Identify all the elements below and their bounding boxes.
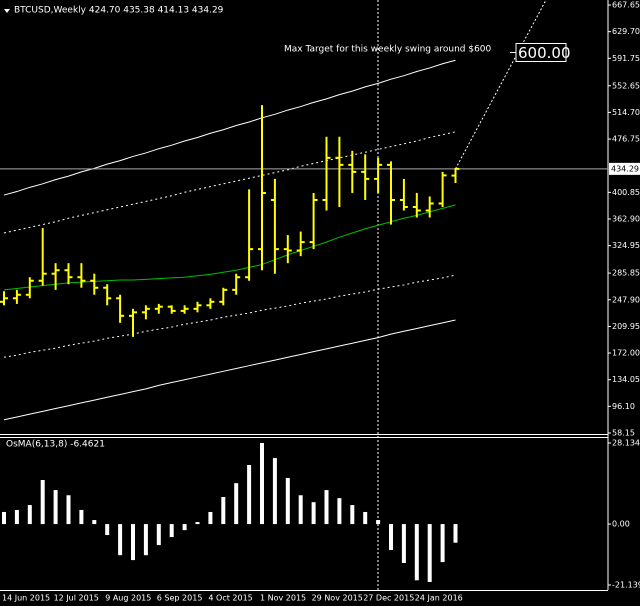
x-tick-label: 4 Oct 2015 — [208, 594, 252, 603]
histogram-bar — [195, 522, 200, 525]
y-tick-label: 0.00 — [612, 520, 630, 529]
y-tick-label: 552.65 — [612, 81, 640, 90]
histogram-bar — [14, 509, 19, 525]
x-tick-label: 12 Jul 2015 — [54, 594, 99, 603]
chart-header: BTCUSD,Weekly 424.70 435.38 414.13 434.2… — [14, 6, 224, 16]
target-label: 600.00 — [518, 44, 571, 62]
x-tick-label: 24 Jan 2016 — [415, 594, 463, 603]
histogram-bar — [66, 495, 71, 525]
histogram-bar — [260, 443, 264, 525]
y-tick-label: -21.1391 — [612, 581, 640, 590]
histogram-bar — [118, 524, 123, 556]
indicator-line — [3, 204, 456, 291]
menu-arrow — [4, 9, 10, 13]
histogram-bar — [92, 520, 97, 525]
y-tick-label: 591.75 — [612, 54, 640, 63]
y-tick-label: 96.10 — [612, 402, 635, 411]
y-tick-label: 134.05 — [612, 375, 640, 384]
histogram-bar — [221, 496, 226, 525]
histogram-bar — [414, 524, 419, 581]
histogram-bar — [156, 524, 161, 546]
y-tick-label: 667.65 — [612, 1, 640, 10]
histogram-bar — [208, 511, 213, 525]
indicator-line — [3, 131, 456, 234]
y-tick-label: 58.15 — [612, 429, 635, 438]
histogram-bar — [337, 498, 342, 525]
histogram-bar — [298, 495, 303, 525]
y-tick-label: 209.95 — [612, 322, 640, 331]
target-box — [515, 43, 567, 63]
histogram-bar — [131, 524, 135, 561]
x-tick-label: 14 Jun 2015 — [2, 594, 50, 603]
x-tick-label: 9 Aug 2015 — [105, 594, 151, 603]
histogram-bar — [27, 505, 32, 525]
histogram-bar — [350, 505, 355, 525]
current-price-label: 434.29 — [611, 164, 639, 173]
current-price-tag — [609, 162, 640, 175]
histogram-bar — [389, 524, 393, 551]
histogram-bar — [143, 524, 148, 556]
indicator-line — [3, 59, 456, 196]
histogram-bar — [53, 490, 58, 525]
x-tick-label: 27 Dec 2015 — [363, 594, 414, 603]
y-tick-label: 285.85 — [612, 269, 640, 278]
y-tick-label: 324.95 — [612, 241, 640, 250]
histogram-bar — [376, 520, 381, 525]
histogram-bar — [79, 509, 84, 525]
y-tick-label: 400.85 — [612, 188, 640, 197]
annotation: Max Target for this weekly swing around … — [284, 45, 492, 55]
x-tick-label: 6 Sep 2015 — [157, 594, 203, 603]
x-tick-label: 1 Nov 2015 — [260, 594, 306, 603]
histogram-bar — [2, 511, 6, 525]
histogram-bar — [401, 524, 406, 563]
y-tick-label: 172.00 — [612, 349, 640, 358]
y-tick-label: 362.90 — [612, 215, 640, 224]
histogram-bar — [105, 524, 110, 536]
y-tick-label: 629.70 — [612, 27, 640, 36]
histogram-bar — [324, 490, 329, 525]
histogram-bar — [311, 502, 316, 525]
histogram-bar — [247, 465, 252, 525]
y-tick-label: 476.75 — [612, 135, 640, 144]
indicator-line — [3, 274, 456, 358]
x-tick-label: 29 Nov 2015 — [312, 594, 363, 603]
histogram-bar — [234, 483, 239, 525]
histogram-bar — [182, 524, 187, 531]
y-tick-label: 247.90 — [612, 295, 640, 304]
histogram-bar — [363, 511, 368, 525]
histogram-bar — [285, 477, 290, 525]
histogram-bar — [169, 524, 174, 538]
histogram-bar — [453, 524, 458, 543]
histogram-bar — [40, 479, 45, 525]
y-tick-label: 514.70 — [612, 108, 640, 117]
histogram-bar — [272, 458, 277, 525]
y-tick-label: 28.1348 — [612, 439, 640, 448]
histogram-bar — [427, 524, 432, 583]
indicator-line — [3, 319, 456, 421]
histogram-bar — [440, 524, 445, 563]
indicator-label: OsMA(6,13,8) -6.4621 — [6, 440, 105, 450]
